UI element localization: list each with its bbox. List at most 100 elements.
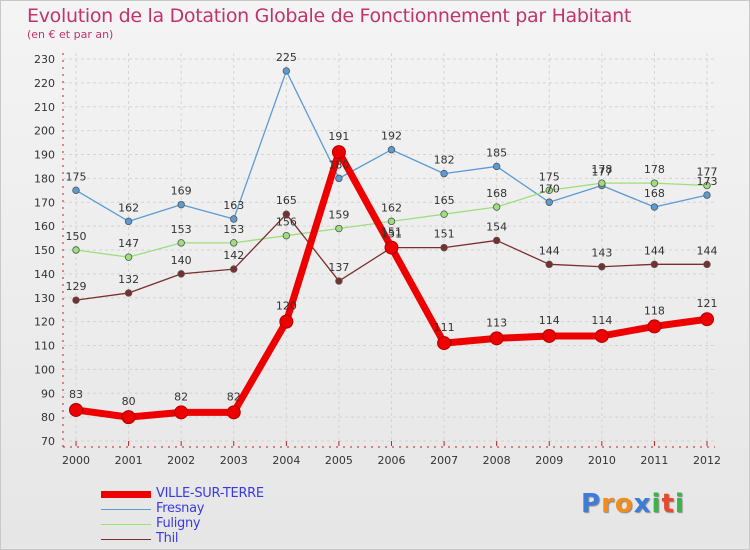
point-fresnay-2012 xyxy=(703,191,711,199)
y-tick-label-140: 140 xyxy=(34,268,55,281)
proxiti-logo: Proxiti xyxy=(581,489,685,519)
point-fuligny-2004 xyxy=(282,231,291,240)
data-label-thil-2001: 132 xyxy=(118,273,139,286)
y-tick-label-80: 80 xyxy=(41,411,55,424)
point-ville-sur-terre-2007 xyxy=(437,336,452,351)
data-label-fuligny-2002: 153 xyxy=(171,223,192,236)
data-label-thil-2011: 144 xyxy=(644,244,665,257)
point-thil-2012 xyxy=(703,260,711,269)
data-label-thil-2005: 137 xyxy=(328,261,349,274)
point-ville-sur-terre-2009 xyxy=(542,328,557,343)
data-label-thil-2006: 151 xyxy=(381,228,402,241)
logo-letter: x xyxy=(633,489,652,519)
data-label-fuligny-2001: 147 xyxy=(118,237,139,250)
y-tick-label-230: 230 xyxy=(34,53,55,66)
x-tick-label-2009: 2009 xyxy=(535,454,563,467)
data-label-thil-2002: 140 xyxy=(171,254,192,267)
point-thil-2010 xyxy=(598,263,606,271)
data-label-ville-sur-terre-2008: 113 xyxy=(486,316,507,329)
data-label-ville-sur-terre-2012: 121 xyxy=(697,297,718,310)
data-label-thil-2003: 142 xyxy=(223,249,244,262)
y-tick-label-100: 100 xyxy=(34,363,55,376)
y-tick-label-200: 200 xyxy=(34,125,55,138)
data-label-fresnay-2010: 177 xyxy=(591,166,612,179)
x-tick-label-2003: 2003 xyxy=(220,454,248,467)
point-fresnay-2002 xyxy=(177,200,185,209)
data-label-fuligny-2004: 156 xyxy=(276,216,297,229)
data-label-fresnay-2009: 170 xyxy=(539,182,560,195)
y-tick-label-70: 70 xyxy=(41,435,55,448)
axes-layer: 7080901001101201301401501601701801902002… xyxy=(34,53,721,467)
data-label-fresnay-2008: 185 xyxy=(486,146,507,159)
data-label-fuligny-2010: 178 xyxy=(591,163,612,176)
series-layer xyxy=(69,67,714,425)
data-label-fresnay-2000: 175 xyxy=(66,170,87,183)
point-thil-2009 xyxy=(545,260,553,269)
chart-subtitle: (en € et par an) xyxy=(27,28,114,41)
data-label-thil-2008: 154 xyxy=(486,220,507,233)
data-label-fuligny-2000: 150 xyxy=(66,230,87,243)
data-label-fresnay-2006: 192 xyxy=(381,130,402,143)
logo-letter: o xyxy=(614,489,634,519)
point-fuligny-2000 xyxy=(72,246,80,254)
x-tick-label-2004: 2004 xyxy=(272,454,300,467)
data-label-fresnay-2003: 163 xyxy=(223,199,244,212)
data-label-ville-sur-terre-2007: 111 xyxy=(434,321,455,334)
data-label-fresnay-2001: 162 xyxy=(118,201,139,214)
point-fresnay-2009 xyxy=(545,198,553,206)
data-label-ville-sur-terre-2000: 83 xyxy=(69,388,83,401)
point-fuligny-2010 xyxy=(598,179,606,187)
legend-label-fresnay: Fresnay xyxy=(156,501,205,516)
point-ville-sur-terre-2003 xyxy=(226,405,241,420)
x-tick-label-2002: 2002 xyxy=(167,454,195,467)
point-fresnay-2006 xyxy=(387,146,396,154)
data-label-fresnay-2012: 173 xyxy=(697,175,718,188)
point-thil-2001 xyxy=(124,289,133,297)
y-tick-label-120: 120 xyxy=(34,316,55,329)
y-tick-label-160: 160 xyxy=(34,220,55,233)
y-tick-label-110: 110 xyxy=(34,340,55,353)
point-ville-sur-terre-2005 xyxy=(331,145,346,160)
data-label-thil-2000: 129 xyxy=(66,280,87,293)
data-label-thil-2004: 165 xyxy=(276,194,297,207)
point-fuligny-2011 xyxy=(650,179,659,187)
data-label-ville-sur-terre-2006: 151 xyxy=(381,226,402,239)
y-tick-label-190: 190 xyxy=(34,149,55,162)
x-tick-label-2005: 2005 xyxy=(325,454,353,467)
data-label-thil-2009: 144 xyxy=(539,244,560,257)
point-ville-sur-terre-2006 xyxy=(384,240,399,255)
legend-swatch-thil xyxy=(101,539,151,540)
x-tick-label-2006: 2006 xyxy=(378,454,406,467)
data-label-fresnay-2011: 168 xyxy=(644,187,665,200)
point-fresnay-2008 xyxy=(492,162,501,171)
logo-letter: i xyxy=(674,489,685,519)
point-fuligny-2002 xyxy=(177,239,185,247)
point-ville-sur-terre-2011 xyxy=(647,319,662,334)
point-fuligny-2003 xyxy=(230,239,238,247)
point-fuligny-2008 xyxy=(492,203,501,211)
point-thil-2004 xyxy=(282,210,291,218)
point-fuligny-2006 xyxy=(387,217,396,226)
legend-label-fuligny: Fuligny xyxy=(156,516,201,531)
data-label-ville-sur-terre-2011: 118 xyxy=(644,304,665,317)
point-fresnay-2005 xyxy=(335,174,343,183)
data-labels-layer: 1751621691632251801921821851701771681731… xyxy=(66,51,718,408)
legend-swatch-fuligny xyxy=(101,524,151,525)
data-label-fuligny-2007: 165 xyxy=(434,194,455,207)
y-tick-label-220: 220 xyxy=(34,77,55,90)
x-tick-label-2001: 2001 xyxy=(115,454,143,467)
data-label-fresnay-2002: 169 xyxy=(171,185,192,198)
point-ville-sur-terre-2002 xyxy=(174,405,189,420)
point-fuligny-2009 xyxy=(545,186,553,195)
point-fresnay-2011 xyxy=(650,203,659,211)
data-label-thil-2010: 143 xyxy=(591,247,612,260)
point-fuligny-2007 xyxy=(440,210,448,218)
grid-layer xyxy=(63,53,715,442)
point-fresnay-2000 xyxy=(72,186,80,195)
point-ville-sur-terre-2004 xyxy=(279,314,294,329)
point-thil-2007 xyxy=(440,243,448,252)
data-label-ville-sur-terre-2004: 120 xyxy=(276,300,297,313)
data-label-fresnay-2004: 225 xyxy=(276,51,297,64)
point-fuligny-2005 xyxy=(335,224,343,233)
